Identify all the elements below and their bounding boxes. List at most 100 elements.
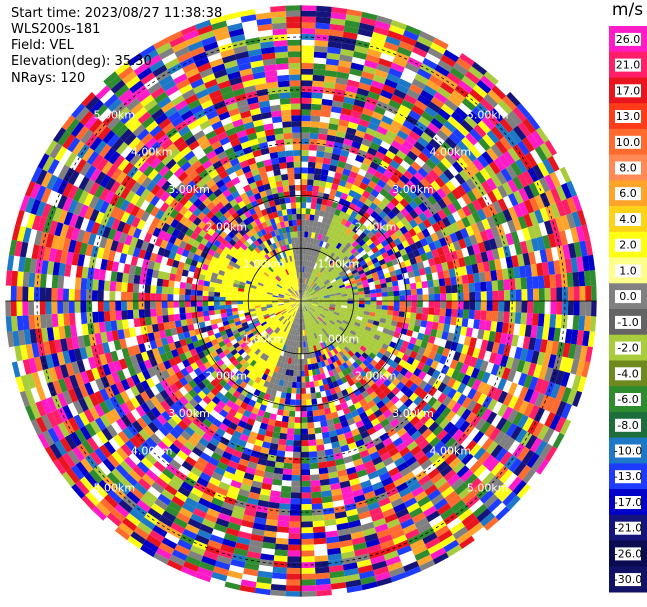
velocity-gate — [306, 399, 312, 406]
velocity-gate — [440, 227, 450, 238]
velocity-gate — [508, 395, 519, 410]
velocity-gate — [355, 373, 364, 381]
velocity-gate — [69, 276, 76, 290]
velocity-gate — [301, 16, 316, 23]
velocity-gate — [417, 294, 423, 301]
velocity-gate — [22, 271, 30, 287]
velocity-gate — [379, 432, 390, 442]
velocity-gate — [346, 251, 353, 259]
velocity-gate — [399, 198, 409, 208]
velocity-gate — [502, 491, 517, 507]
velocity-gate — [461, 247, 470, 258]
velocity-gate — [439, 355, 448, 365]
velocity-gate — [388, 353, 397, 362]
velocity-gate — [311, 292, 317, 296]
velocity-gate — [45, 287, 52, 301]
velocity-gate — [483, 71, 499, 86]
velocity-gate — [368, 352, 377, 360]
velocity-gate — [173, 287, 180, 295]
velocity-gate — [443, 421, 455, 434]
velocity-gate — [346, 466, 357, 475]
velocity-gate — [413, 386, 424, 396]
velocity-gate — [335, 366, 342, 374]
velocity-gate — [374, 461, 386, 471]
velocity-gate — [489, 479, 504, 494]
velocity-gate — [399, 174, 410, 185]
velocity-gate — [319, 342, 325, 349]
velocity-gate — [587, 254, 596, 271]
velocity-gate — [315, 162, 323, 170]
velocity-gate — [481, 180, 493, 194]
velocity-gate — [374, 571, 391, 582]
velocity-gate — [468, 282, 475, 293]
velocity-gate — [312, 313, 318, 319]
velocity-gate — [336, 319, 343, 325]
velocity-gate — [457, 292, 464, 301]
velocity-gate — [376, 400, 386, 410]
velocity-gate — [374, 379, 384, 388]
velocity-gate — [425, 357, 434, 367]
velocity-gate — [423, 127, 437, 139]
velocity-gate — [287, 381, 293, 388]
velocity-gate — [370, 297, 377, 301]
velocity-gate — [351, 376, 359, 384]
velocity-gate — [347, 244, 355, 252]
velocity-gate — [357, 327, 365, 333]
velocity-gate — [388, 99, 402, 110]
velocity-gate — [451, 188, 462, 200]
velocity-gate — [386, 178, 396, 189]
velocity-gate — [434, 525, 450, 538]
velocity-gate — [528, 376, 539, 391]
velocity-gate — [391, 452, 403, 462]
velocity-gate — [320, 266, 325, 273]
velocity-gate — [472, 106, 486, 121]
velocity-gate — [353, 388, 362, 397]
velocity-gate — [549, 218, 560, 234]
velocity-gate — [420, 177, 431, 189]
velocity-gate — [560, 371, 571, 388]
velocity-gate — [460, 363, 470, 375]
velocity-gate — [497, 390, 508, 404]
velocity-gate — [519, 265, 527, 278]
velocity-gate — [333, 273, 340, 279]
velocity-gate — [359, 76, 373, 86]
velocity-gate — [423, 463, 437, 475]
velocity-gate — [412, 46, 428, 58]
velocity-gate — [318, 323, 323, 330]
velocity-gate — [403, 497, 418, 508]
velocity-gate — [361, 242, 369, 250]
velocity-gate — [487, 89, 503, 104]
velocity-gate — [403, 436, 415, 447]
velocity-gate — [446, 377, 457, 389]
velocity-gate — [550, 301, 557, 315]
velocity-gate — [332, 313, 339, 318]
velocity-gate — [343, 497, 356, 506]
velocity-gate — [444, 437, 457, 449]
velocity-gate — [313, 250, 318, 257]
velocity-gate — [307, 316, 311, 323]
velocity-gate — [98, 279, 105, 291]
velocity-gate — [314, 270, 319, 276]
velocity-gate — [379, 160, 390, 170]
velocity-gate — [348, 277, 356, 283]
velocity-gate — [321, 268, 327, 274]
velocity-gate — [306, 303, 312, 307]
velocity-gate — [308, 288, 314, 293]
velocity-gate — [529, 390, 540, 405]
velocity-gate — [313, 215, 320, 222]
velocity-gate — [132, 309, 140, 319]
velocity-gate — [521, 301, 528, 313]
velocity-gate — [359, 182, 368, 191]
velocity-gate — [415, 313, 423, 321]
velocity-gate — [549, 171, 561, 188]
velocity-gate — [391, 280, 399, 287]
velocity-gate — [316, 264, 322, 271]
velocity-gate — [408, 392, 419, 402]
velocity-gate — [440, 364, 450, 375]
velocity-gate — [315, 338, 320, 345]
velocity-gate — [316, 289, 322, 294]
velocity-gate — [411, 405, 422, 416]
velocity-gate — [323, 295, 330, 298]
velocity-gate — [554, 169, 567, 186]
velocity-gate — [335, 294, 342, 298]
